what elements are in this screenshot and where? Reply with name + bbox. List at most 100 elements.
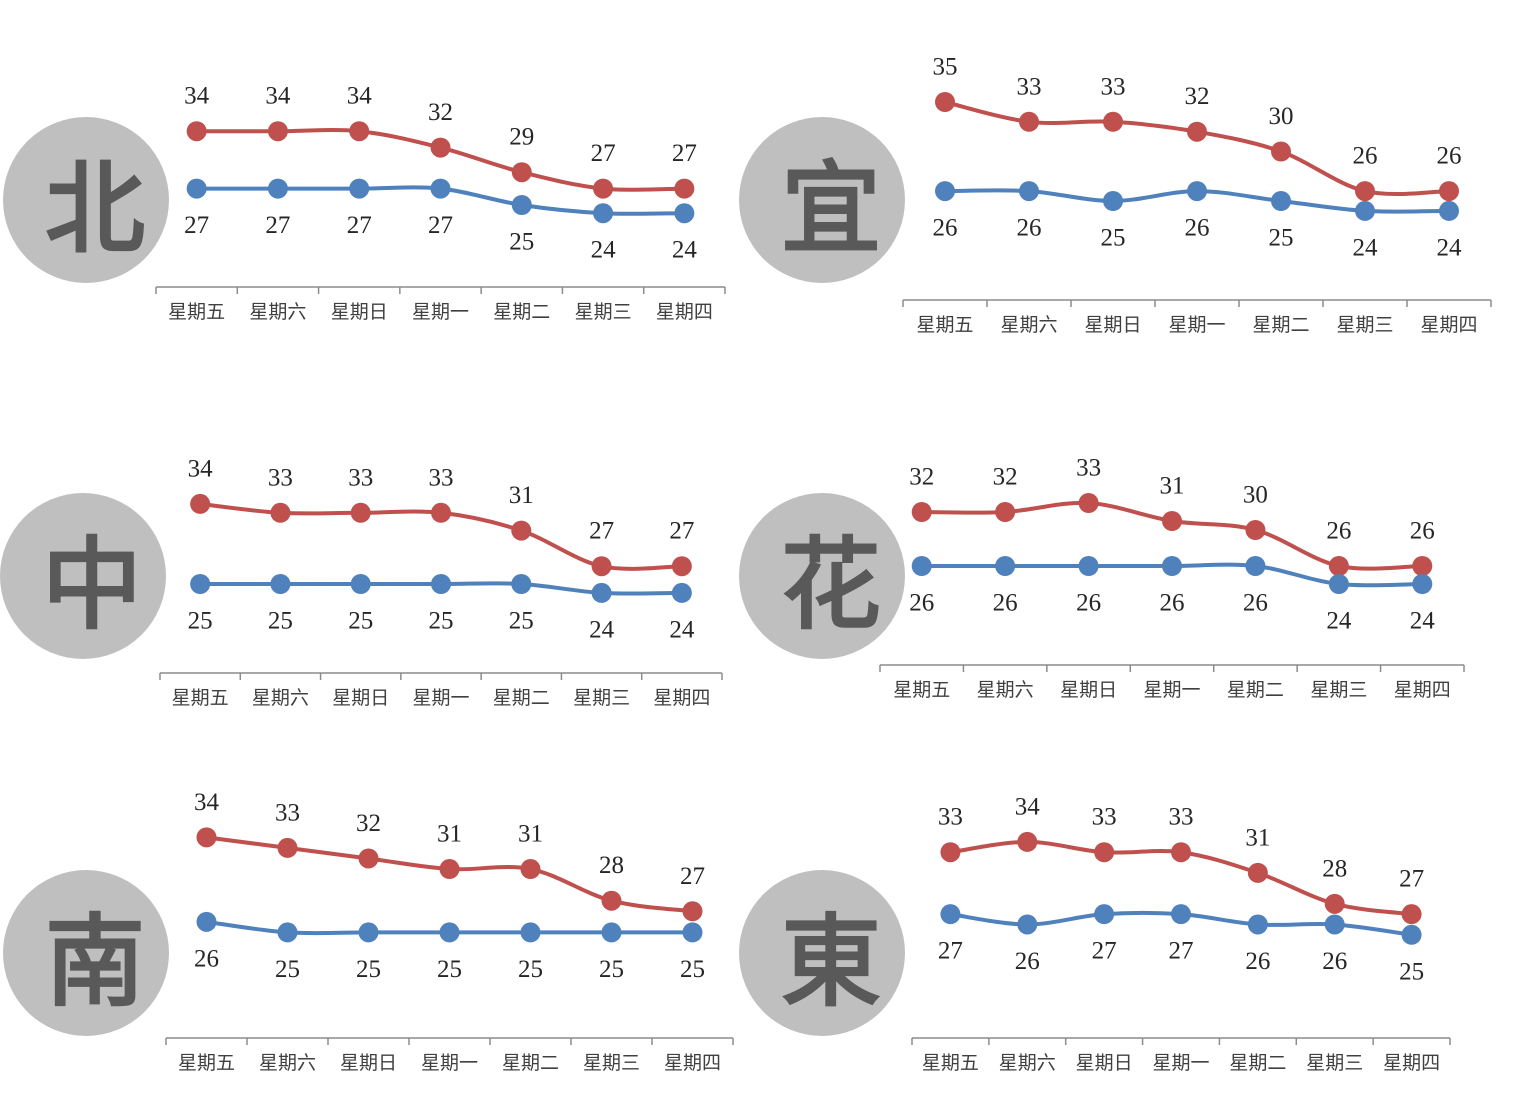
low-temp-point xyxy=(349,178,370,199)
low-temp-point xyxy=(1412,574,1433,594)
low-temp-point xyxy=(671,582,692,603)
high-temp-point xyxy=(190,493,211,514)
x-tick-label: 星期一 xyxy=(1143,679,1200,701)
x-tick-label: 星期四 xyxy=(656,301,713,323)
x-tick-label: 星期四 xyxy=(1383,1052,1440,1074)
low-temp-label: 26 xyxy=(909,590,934,617)
high-temp-label: 33 xyxy=(348,464,373,491)
low-temp-point xyxy=(358,922,379,943)
high-temp-label: 31 xyxy=(1160,473,1185,500)
low-temp-point xyxy=(601,922,622,943)
high-temp-label: 28 xyxy=(1322,855,1347,882)
x-tick-label: 星期一 xyxy=(1152,1052,1209,1074)
high-temp-point xyxy=(520,859,541,880)
region-label: 宜 xyxy=(781,151,881,268)
low-temp-label: 27 xyxy=(428,212,453,239)
low-temp-point xyxy=(270,574,291,594)
low-temp-point xyxy=(1162,556,1182,576)
high-temp-point xyxy=(350,502,371,523)
low-temp-point xyxy=(439,922,460,943)
region-label: 東 xyxy=(781,904,881,1021)
x-tick-label: 星期二 xyxy=(493,687,550,709)
high-temp-label: 33 xyxy=(268,464,293,491)
low-temp-point xyxy=(591,582,612,603)
x-tick-label: 星期一 xyxy=(421,1052,478,1074)
high-temp-label: 34 xyxy=(188,455,214,482)
high-temp-label: 31 xyxy=(1245,824,1270,851)
high-temp-point xyxy=(186,121,207,142)
low-temp-point xyxy=(520,922,541,943)
high-temp-point xyxy=(267,121,288,142)
low-temp-label: 26 xyxy=(1185,215,1210,242)
high-temp-point xyxy=(1103,111,1123,132)
high-temp-point xyxy=(431,502,451,523)
x-tick-label: 星期日 xyxy=(1076,1052,1133,1074)
low-temp-label: 25 xyxy=(437,956,462,983)
x-tick-label: 星期四 xyxy=(664,1052,721,1074)
high-temp-label: 35 xyxy=(933,54,958,81)
high-temp-label: 34 xyxy=(265,83,291,110)
high-temp-point xyxy=(1017,831,1038,852)
high-temp-label: 32 xyxy=(909,464,934,491)
low-temp-point xyxy=(995,556,1016,576)
x-tick-label: 星期五 xyxy=(168,301,225,323)
low-temp-label: 25 xyxy=(356,956,381,983)
low-temp-point xyxy=(593,203,614,224)
high-temp-label: 29 xyxy=(509,124,534,151)
low-temp-label: 25 xyxy=(275,956,300,983)
x-tick-label: 星期三 xyxy=(1336,314,1393,336)
low-temp-label: 26 xyxy=(194,945,219,972)
high-temp-point xyxy=(277,837,298,858)
high-temp-label: 32 xyxy=(356,810,381,837)
high-temp-point xyxy=(1412,556,1433,576)
high-temp-point xyxy=(439,859,460,880)
x-tick-label: 星期六 xyxy=(252,687,309,709)
high-temp-label: 33 xyxy=(1101,73,1126,100)
region-label: 南 xyxy=(45,904,145,1021)
low-temp-point xyxy=(1094,904,1115,925)
low-temp-point xyxy=(1328,574,1349,594)
low-temp-point xyxy=(682,922,703,943)
low-temp-point xyxy=(1355,200,1375,221)
high-temp-point xyxy=(1245,520,1266,540)
region-badge xyxy=(3,117,169,283)
low-temp-label: 26 xyxy=(1076,590,1101,617)
low-temp-label: 25 xyxy=(188,608,213,635)
low-temp-point xyxy=(1019,181,1039,202)
x-tick-label: 星期一 xyxy=(1168,314,1225,336)
high-temp-label: 33 xyxy=(275,799,300,826)
low-temp-label: 27 xyxy=(938,938,963,965)
low-temp-label: 24 xyxy=(1410,608,1436,635)
low-temp-point xyxy=(196,911,217,932)
x-tick-label: 星期四 xyxy=(1420,314,1477,336)
low-temp-point xyxy=(186,178,207,199)
x-tick-label: 星期五 xyxy=(916,314,973,336)
x-tick-label: 星期日 xyxy=(340,1052,397,1074)
x-tick-label: 星期三 xyxy=(575,301,632,323)
low-temp-point xyxy=(511,574,532,594)
x-tick-label: 星期一 xyxy=(412,687,469,709)
high-temp-point xyxy=(591,556,612,577)
high-temp-point xyxy=(1439,181,1459,202)
x-tick-label: 星期二 xyxy=(1252,314,1309,336)
low-temp-point xyxy=(430,178,451,199)
low-temp-point xyxy=(1078,556,1099,576)
high-temp-point xyxy=(1324,893,1345,914)
high-temp-label: 34 xyxy=(347,83,373,110)
x-tick-label: 星期三 xyxy=(583,1052,640,1074)
high-temp-point xyxy=(1019,111,1039,132)
high-temp-label: 33 xyxy=(1017,73,1042,100)
high-temp-label: 33 xyxy=(1169,804,1194,831)
low-temp-label: 24 xyxy=(1353,234,1379,261)
region-badge xyxy=(739,117,905,283)
low-temp-point xyxy=(511,195,532,215)
low-temp-label: 24 xyxy=(591,237,617,264)
x-tick-label: 星期二 xyxy=(493,301,550,323)
low-temp-point xyxy=(190,574,211,594)
low-temp-label: 25 xyxy=(509,608,534,635)
